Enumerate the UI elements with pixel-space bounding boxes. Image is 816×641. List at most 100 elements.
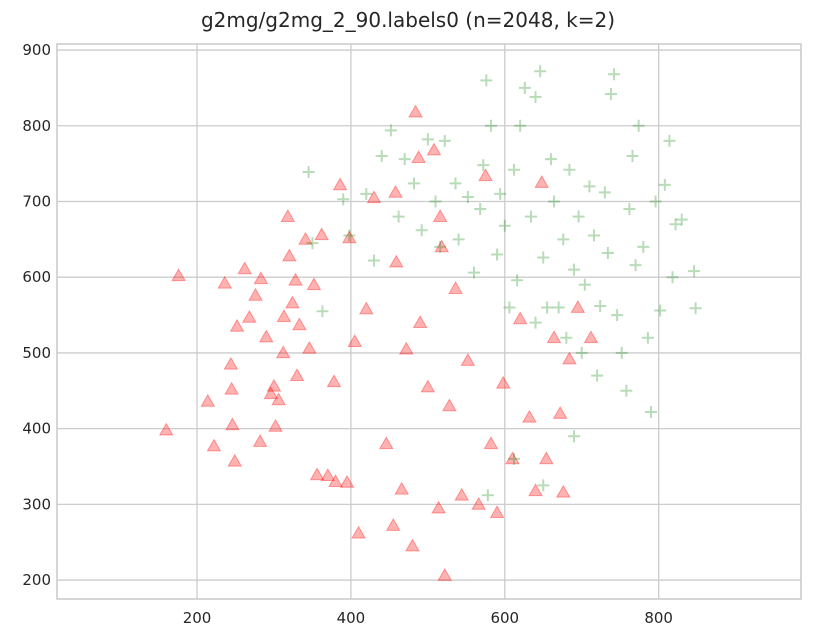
data-point-plus [468, 266, 481, 279]
data-point-triangle [505, 451, 520, 465]
data-point-plus [568, 430, 581, 443]
data-point-triangle [351, 525, 366, 539]
data-point-triangle [420, 379, 436, 393]
data-point-triangle [512, 311, 528, 325]
x-tick-label: 200 [183, 609, 212, 627]
y-tick-label: 500 [22, 344, 51, 362]
y-tick-label: 300 [22, 495, 51, 513]
data-point-triangle [394, 481, 410, 495]
data-point-triangle [248, 287, 263, 301]
data-point-plus [407, 177, 420, 190]
y-tick-label: 900 [22, 41, 51, 59]
data-point-plus [588, 229, 601, 242]
x-tick-label: 600 [490, 609, 519, 627]
data-point-plus [360, 187, 373, 200]
data-point-plus [481, 489, 494, 502]
plot-frame [56, 43, 802, 600]
data-point-triangle [342, 230, 357, 244]
data-point-plus [632, 119, 645, 132]
data-point-plus [429, 195, 442, 208]
data-point-plus [641, 331, 654, 344]
data-point-triangle [285, 295, 300, 309]
data-point-triangle [266, 378, 282, 392]
data-point-plus [537, 251, 550, 264]
data-point-triangle [298, 231, 313, 245]
data-point-triangle [358, 301, 374, 315]
grid [57, 44, 801, 599]
data-point-plus [384, 124, 397, 137]
data-point-plus [560, 331, 573, 344]
data-point-triangle [534, 175, 550, 188]
data-point-triangle [171, 268, 186, 282]
data-point-triangle [309, 467, 325, 481]
data-point-plus [434, 240, 447, 253]
data-point-plus [524, 210, 537, 223]
data-point-plus [620, 384, 633, 397]
data-point-triangle [411, 150, 426, 163]
data-point-triangle [237, 261, 253, 275]
data-point-triangle [252, 434, 268, 447]
data-point-triangle [326, 374, 342, 388]
data-point-triangle [291, 317, 307, 331]
data-point-triangle [332, 177, 348, 191]
data-point-plus [461, 190, 474, 203]
data-point-plus [529, 91, 542, 104]
data-point-triangle [522, 409, 537, 423]
data-point-triangle [483, 436, 499, 450]
data-point-triangle [306, 277, 322, 291]
data-point-triangle [280, 209, 296, 223]
data-point-plus [598, 186, 611, 199]
data-point-triangle [241, 309, 257, 323]
data-point-triangle [489, 505, 505, 519]
data-point-plus [572, 210, 585, 223]
data-point-plus [583, 180, 596, 193]
data-point-plus [452, 233, 465, 246]
data-point-triangle [442, 398, 457, 412]
data-point-plus [508, 452, 521, 465]
data-point-triangle [434, 239, 450, 253]
data-point-plus [608, 68, 621, 81]
data-point-triangle [385, 518, 401, 531]
data-point-plus [557, 233, 570, 246]
data-point-triangle [339, 474, 355, 488]
data-point-plus [601, 246, 614, 259]
data-point-plus [392, 210, 405, 223]
data-point-plus [649, 195, 662, 208]
data-point-plus [575, 346, 588, 359]
data-point-triangle [200, 393, 216, 407]
data-point-plus [629, 259, 642, 272]
x-tick-label: 400 [337, 609, 366, 627]
data-point-plus [537, 479, 550, 492]
data-point-triangle [263, 386, 279, 400]
data-point-plus [415, 224, 428, 237]
data-point-triangle [206, 438, 222, 452]
data-point-plus [375, 150, 388, 163]
data-point-triangle [268, 418, 283, 432]
x-tick-label: 800 [644, 609, 673, 627]
data-point-plus [511, 274, 524, 287]
data-point-triangle [276, 309, 292, 322]
data-point-triangle [408, 104, 423, 118]
data-point-triangle [426, 142, 442, 156]
data-point-triangle [388, 184, 403, 198]
data-point-triangle [366, 190, 382, 204]
data-point-triangle [225, 417, 240, 431]
data-point-plus [626, 150, 639, 163]
data-point-triangle [223, 356, 239, 370]
data-point-plus [480, 74, 493, 87]
y-tick-label: 400 [22, 420, 51, 438]
data-point-plus [494, 187, 507, 200]
data-point-triangle [552, 405, 568, 419]
chart-title: g2mg/g2mg_2_90.labels0 (n=2048, k=2) [200, 8, 616, 32]
y-tick-label: 800 [22, 117, 51, 135]
data-point-plus [591, 369, 604, 382]
data-points [158, 65, 702, 581]
data-point-plus [604, 87, 617, 100]
data-point-plus [337, 193, 350, 206]
data-point-plus [689, 302, 702, 315]
data-point-triangle [495, 375, 511, 389]
data-point-plus [541, 301, 554, 314]
data-point-plus [663, 134, 676, 147]
data-point-triangle [328, 474, 343, 488]
